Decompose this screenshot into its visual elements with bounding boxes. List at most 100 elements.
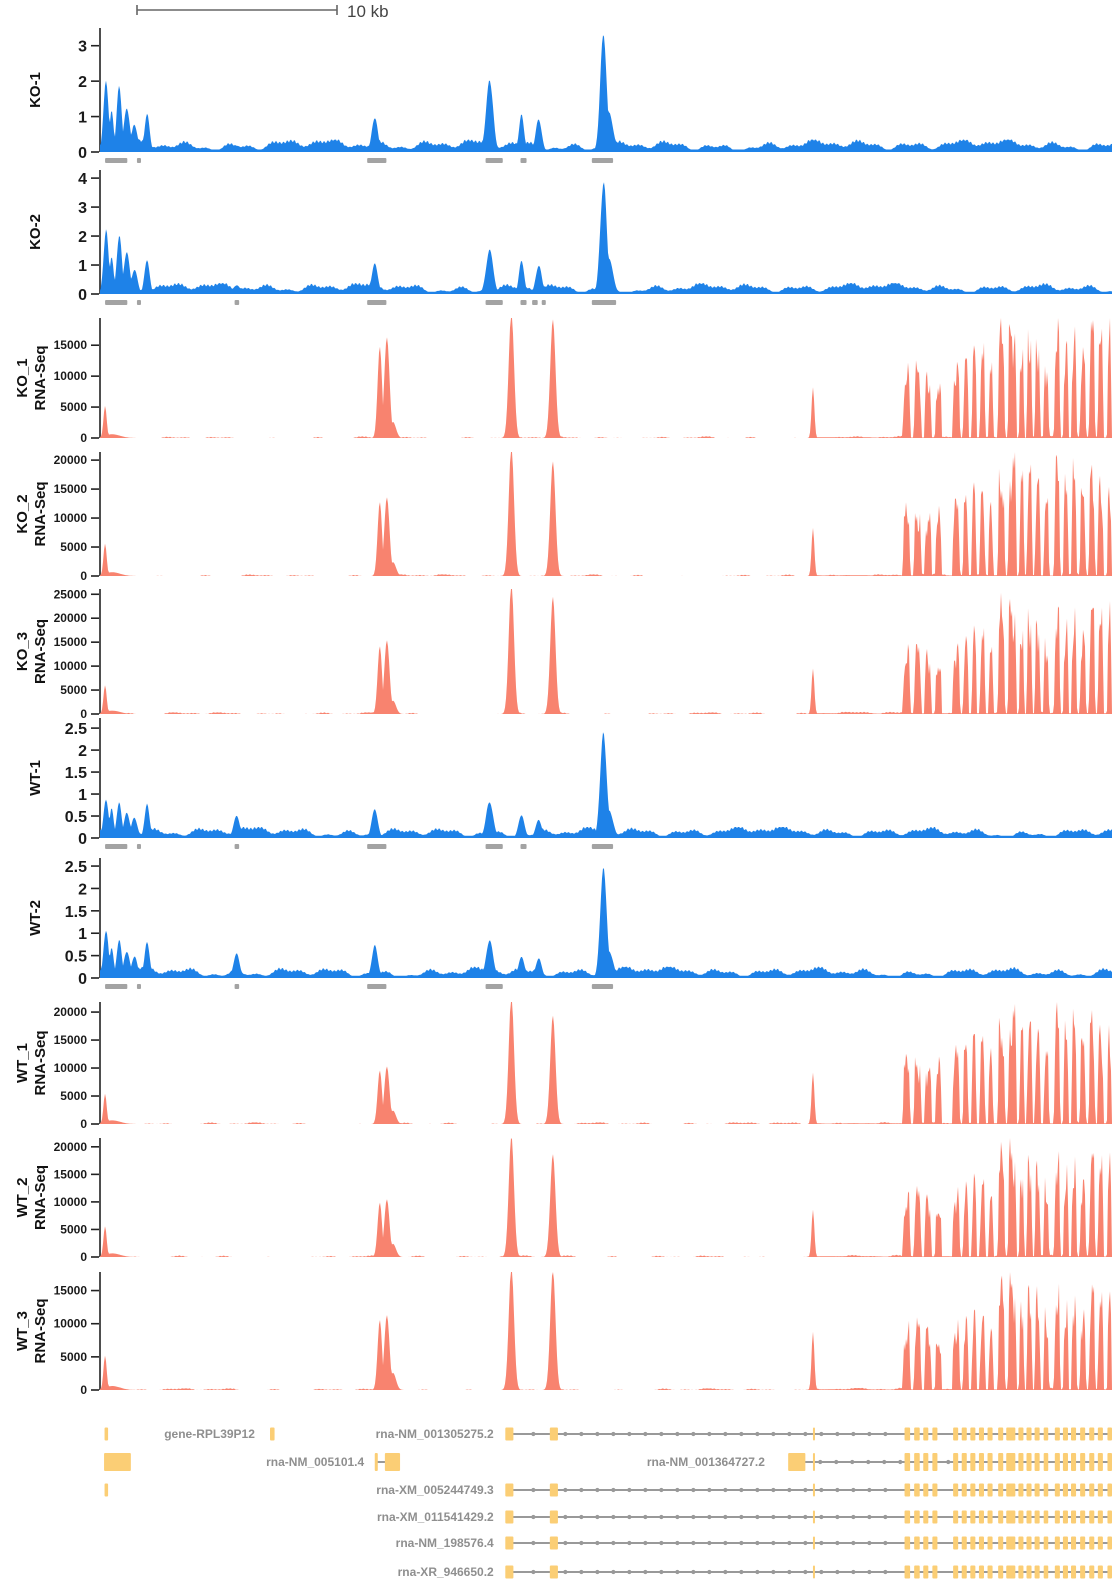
intron-direction-marker xyxy=(867,1487,872,1493)
exon xyxy=(961,1536,967,1550)
exon xyxy=(1034,1483,1040,1497)
intron-direction-marker xyxy=(898,1459,903,1465)
exon xyxy=(970,1565,976,1579)
exon xyxy=(978,1453,984,1471)
exon xyxy=(970,1427,976,1441)
exon xyxy=(914,1510,920,1524)
intron-direction-marker xyxy=(819,1569,824,1575)
intron-direction-marker xyxy=(691,1569,696,1575)
intron-direction-marker xyxy=(787,1569,792,1575)
exon xyxy=(1071,1483,1077,1497)
intron-direction-marker xyxy=(723,1540,728,1546)
intron-direction-marker xyxy=(771,1569,776,1575)
exon xyxy=(1089,1565,1095,1579)
intron-direction-marker xyxy=(707,1431,712,1437)
intron-direction-marker xyxy=(739,1514,744,1520)
exon xyxy=(987,1510,993,1524)
peak-call-bar xyxy=(532,300,538,305)
exon xyxy=(970,1453,976,1471)
intron-direction-marker xyxy=(834,1459,839,1465)
exon xyxy=(1089,1483,1095,1497)
intron-direction-marker xyxy=(851,1487,856,1493)
intron-direction-marker xyxy=(531,1514,536,1520)
exon xyxy=(374,1453,378,1471)
intron-direction-marker xyxy=(563,1431,568,1437)
exon xyxy=(1054,1453,1060,1471)
signal-area xyxy=(100,868,1112,978)
exon xyxy=(505,1483,514,1497)
y-tick-label: 0 xyxy=(78,287,87,304)
exon xyxy=(1071,1510,1077,1524)
track-label: KO_1 xyxy=(14,358,31,397)
exon xyxy=(1097,1483,1103,1497)
peak-call-bar xyxy=(234,844,240,849)
intron-direction-marker xyxy=(675,1514,680,1520)
intron-direction-marker xyxy=(803,1540,808,1546)
peak-call-bar xyxy=(591,158,614,163)
exon xyxy=(1107,1427,1112,1441)
exon xyxy=(923,1427,929,1441)
exon xyxy=(932,1536,938,1550)
y-tick-label: 0 xyxy=(80,1250,87,1264)
exon xyxy=(987,1536,993,1550)
intron-direction-marker xyxy=(531,1431,536,1437)
rna-NM_198576.4-label: rna-NM_198576.4 xyxy=(396,1536,494,1550)
peak-call-bar xyxy=(367,300,387,305)
track-KO-2: 0 1 2 3 4 KO-2 xyxy=(27,170,1112,305)
annotation-row-4: rna-XM_011541429.2 xyxy=(377,1510,1112,1524)
track-KO_2-RNA: 0 5000 10000 15000 20000 KO_2 RNA-Seq xyxy=(14,452,1112,583)
exon xyxy=(961,1565,967,1579)
exon xyxy=(1034,1565,1040,1579)
y-tick-label: 10000 xyxy=(54,511,88,525)
track-KO_3-RNA: 0 5000 10000 15000 20000 25000 KO_3 RNA-Seq xyxy=(14,587,1112,721)
exon xyxy=(1018,1536,1024,1550)
exon xyxy=(998,1453,1004,1471)
exon xyxy=(1006,1483,1016,1497)
y-tick-label: 2 xyxy=(78,74,87,91)
exon xyxy=(1018,1483,1024,1497)
intron-direction-marker xyxy=(835,1487,840,1493)
annotation-row-1: gene-RPL39P12 rna-NM_001305275.2 xyxy=(104,1427,1112,1441)
exon xyxy=(1026,1510,1032,1524)
intron-direction-marker xyxy=(627,1514,632,1520)
intron-direction-marker xyxy=(819,1540,824,1546)
exon xyxy=(1034,1536,1040,1550)
intron-direction-marker xyxy=(819,1431,824,1437)
intron-direction-marker xyxy=(659,1514,664,1520)
exon xyxy=(1097,1565,1103,1579)
signal-area xyxy=(100,1138,1112,1257)
exon xyxy=(1006,1565,1016,1579)
peak-call-bar xyxy=(520,844,527,849)
exon xyxy=(1043,1510,1049,1524)
y-tick-label: 5000 xyxy=(60,1222,87,1236)
track-label: KO_3 xyxy=(14,632,31,671)
intron-direction-marker xyxy=(803,1487,808,1493)
peak-call-bar xyxy=(485,158,503,163)
y-tick-label: 2.5 xyxy=(65,859,87,876)
exon xyxy=(549,1565,558,1579)
intron-direction-marker xyxy=(627,1569,632,1575)
exon xyxy=(1089,1427,1095,1441)
exon xyxy=(932,1510,938,1524)
exon xyxy=(932,1565,938,1579)
exon xyxy=(998,1427,1004,1441)
intron-direction-marker xyxy=(611,1514,616,1520)
exon xyxy=(1071,1427,1077,1441)
exon xyxy=(923,1565,929,1579)
exon xyxy=(1043,1453,1049,1471)
intron-direction-marker xyxy=(787,1514,792,1520)
peak-call-bar xyxy=(367,984,387,989)
track-label: WT-2 xyxy=(27,900,44,936)
intron-direction-marker xyxy=(867,1569,872,1575)
exon xyxy=(904,1536,911,1550)
y-tick-label: 5000 xyxy=(60,540,87,554)
peak-call-bar xyxy=(105,158,128,163)
y-tick-label: 15000 xyxy=(54,1284,88,1298)
exon xyxy=(1006,1427,1016,1441)
y-tick-label: 2 xyxy=(78,881,87,898)
peak-call-bar xyxy=(485,844,503,849)
intron-direction-marker xyxy=(851,1431,856,1437)
track-label: WT_2 xyxy=(14,1177,31,1217)
exon xyxy=(104,1483,109,1497)
exon xyxy=(953,1483,959,1497)
